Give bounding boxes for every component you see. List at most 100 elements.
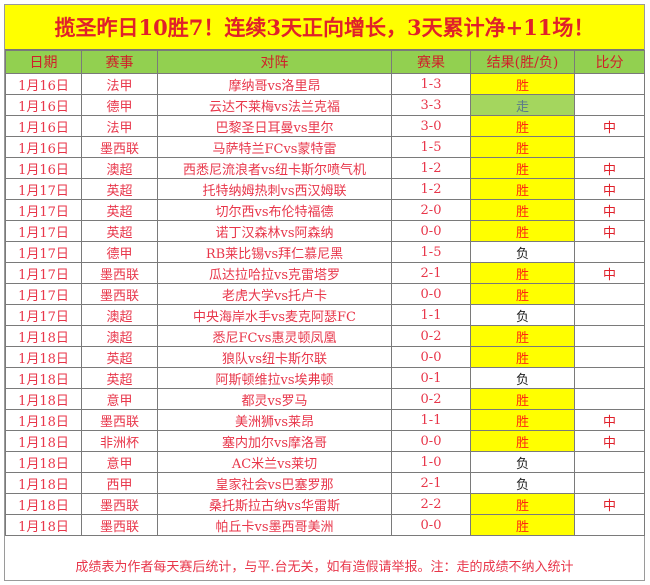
match-cell: 托特纳姆热刺vs西汉姆联 (157, 178, 392, 200)
table-row: 1月17日 澳超 中央海岸水手vs麦克阿瑟FC 1-1 负 (5, 304, 645, 326)
date-cell: 1月18日 (5, 346, 82, 368)
footer-note: 成绩表为作者每天赛后统计，与平.台无关，如有造假请举报。注：走的成绩不纳入统计 (75, 560, 574, 575)
table-frame (4, 4, 645, 581)
result-cell: 胜 (470, 136, 575, 158)
score-cell: 0-0 (391, 514, 471, 536)
result-cell: 胜 (470, 178, 575, 200)
header-row: 日期 赛事 对阵 赛果 结果(胜/负) 比分 (5, 50, 645, 74)
score-cell: 0-0 (391, 430, 471, 452)
league-cell: 德甲 (81, 241, 158, 263)
mark-cell (574, 514, 645, 536)
mark-cell: 中 (574, 409, 645, 431)
score-cell: 0-2 (391, 325, 471, 347)
score-cell: 0-0 (391, 346, 471, 368)
result-cell: 胜 (470, 493, 575, 515)
match-cell: 狼队vs纽卡斯尔联 (157, 346, 392, 368)
date-cell: 1月18日 (5, 430, 82, 452)
league-cell: 墨西联 (81, 262, 158, 284)
league-cell: 法甲 (81, 73, 158, 95)
table-row: 1月18日 墨西联 美洲狮vs莱昂 1-1 胜中 (5, 409, 645, 431)
result-cell: 负 (470, 241, 575, 263)
match-cell: 美洲狮vs莱昂 (157, 409, 392, 431)
table-row: 1月16日 墨西联 马萨特兰FCvs蒙特雷 1-5 胜 (5, 136, 645, 158)
match-cell: 悉尼FCvs惠灵顿凤凰 (157, 325, 392, 347)
result-cell: 胜 (470, 220, 575, 242)
league-cell: 英超 (81, 346, 158, 368)
result-cell: 胜 (470, 199, 575, 221)
date-cell: 1月17日 (5, 262, 82, 284)
result-cell: 胜 (470, 388, 575, 410)
score-cell: 2-0 (391, 199, 471, 221)
mark-cell: 中 (574, 178, 645, 200)
mark-cell (574, 472, 645, 494)
mark-cell (574, 325, 645, 347)
match-cell: 西悉尼流浪者vs纽卡斯尔喷气机 (157, 157, 392, 179)
mark-cell (574, 304, 645, 326)
score-cell: 2-2 (391, 493, 471, 515)
league-cell: 英超 (81, 178, 158, 200)
match-cell: 摩纳哥vs洛里昂 (157, 73, 392, 95)
table-row: 1月16日 法甲 摩纳哥vs洛里昂 1-3 胜 (5, 73, 645, 95)
league-cell: 非洲杯 (81, 430, 158, 452)
table-row: 1月18日 西甲 皇家社会vs巴塞罗那 2-1 负 (5, 472, 645, 494)
mark-cell (574, 73, 645, 95)
table-row: 1月17日 德甲 RB莱比锡vs拜仁慕尼黑 1-5 负 (5, 241, 645, 263)
league-cell: 意甲 (81, 388, 158, 410)
result-cell: 胜 (470, 409, 575, 431)
result-cell: 负 (470, 451, 575, 473)
league-cell: 墨西联 (81, 514, 158, 536)
league-cell: 墨西联 (81, 409, 158, 431)
match-cell: AC米兰vs莱切 (157, 451, 392, 473)
date-cell: 1月17日 (5, 199, 82, 221)
result-cell: 胜 (470, 115, 575, 137)
league-cell: 澳超 (81, 157, 158, 179)
score-cell: 1-2 (391, 178, 471, 200)
result-cell: 胜 (470, 73, 575, 95)
league-cell: 西甲 (81, 472, 158, 494)
table-row: 1月17日 英超 诺丁汉森林vs阿森纳 0-0 胜中 (5, 220, 645, 242)
match-cell: 老虎大学vs托卢卡 (157, 283, 392, 305)
table-row: 1月18日 墨西联 桑托斯拉古纳vs华雷斯 2-2 胜中 (5, 493, 645, 515)
score-cell: 0-2 (391, 388, 471, 410)
result-cell: 负 (470, 472, 575, 494)
score-cell: 1-5 (391, 241, 471, 263)
mark-cell (574, 451, 645, 473)
table-row: 1月18日 非洲杯 塞内加尔vs摩洛哥 0-0 胜中 (5, 430, 645, 452)
mark-cell (574, 388, 645, 410)
result-cell: 胜 (470, 262, 575, 284)
mark-cell: 中 (574, 220, 645, 242)
results-table: 日期 赛事 对阵 赛果 结果(胜/负) 比分 1月16日 法甲 摩纳哥vs洛里昂 1-… (5, 50, 645, 536)
date-cell: 1月18日 (5, 514, 82, 536)
match-cell: 塞内加尔vs摩洛哥 (157, 430, 392, 452)
header-date: 日期 (5, 50, 82, 74)
league-cell: 英超 (81, 367, 158, 389)
match-cell: 皇家社会vs巴塞罗那 (157, 472, 392, 494)
match-cell: 马萨特兰FCvs蒙特雷 (157, 136, 392, 158)
score-cell: 1-5 (391, 136, 471, 158)
league-cell: 英超 (81, 199, 158, 221)
result-cell: 胜 (470, 346, 575, 368)
date-cell: 1月16日 (5, 94, 82, 116)
score-cell: 0-0 (391, 220, 471, 242)
page-title: 揽圣昨日10胜7！连续3天正向增长，3天累计净+11场！ (5, 5, 644, 50)
mark-cell (574, 94, 645, 116)
mark-cell: 中 (574, 430, 645, 452)
result-cell: 负 (470, 304, 575, 326)
score-cell: 1-1 (391, 304, 471, 326)
date-cell: 1月17日 (5, 283, 82, 305)
mark-cell (574, 283, 645, 305)
date-cell: 1月16日 (5, 73, 82, 95)
table-row: 1月18日 英超 阿斯顿维拉vs埃弗顿 0-1 负 (5, 367, 645, 389)
match-cell: 诺丁汉森林vs阿森纳 (157, 220, 392, 242)
league-cell: 德甲 (81, 94, 158, 116)
score-cell: 3-0 (391, 115, 471, 137)
score-cell: 1-2 (391, 157, 471, 179)
result-cell: 胜 (470, 283, 575, 305)
score-cell: 1-1 (391, 409, 471, 431)
date-cell: 1月18日 (5, 409, 82, 431)
table-row: 1月18日 意甲 AC米兰vs莱切 1-0 负 (5, 451, 645, 473)
score-cell: 0-1 (391, 367, 471, 389)
date-cell: 1月18日 (5, 451, 82, 473)
score-cell: 2-1 (391, 262, 471, 284)
header-match: 对阵 (157, 50, 392, 74)
